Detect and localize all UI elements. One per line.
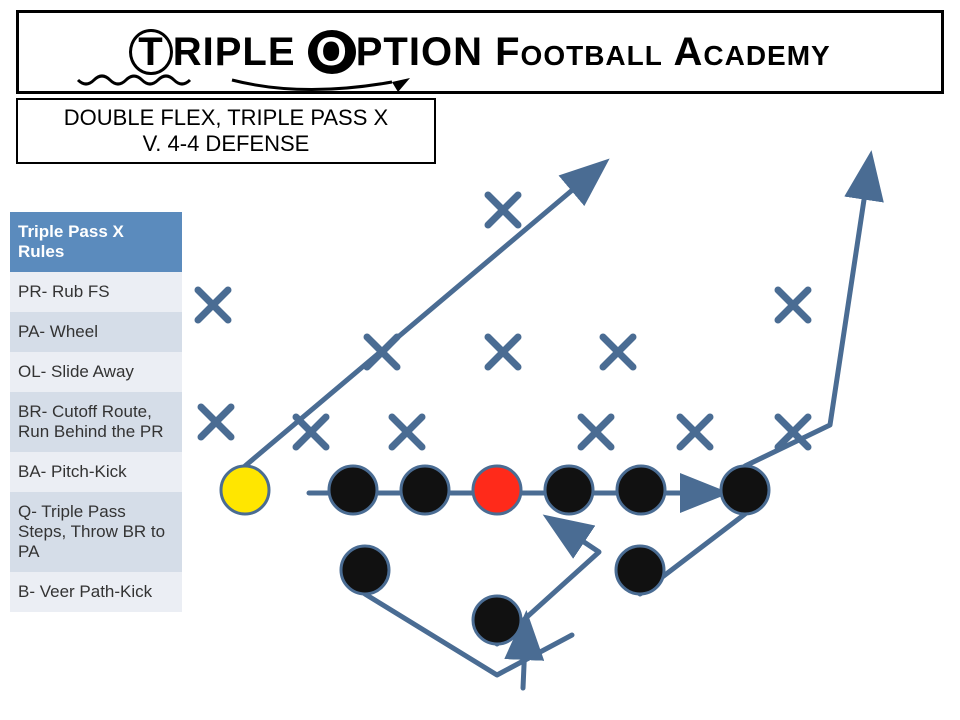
rules-row: BR- Cutoff Route, Run Behind the PR bbox=[10, 392, 182, 452]
defender-x bbox=[198, 290, 228, 320]
route-BA-pitch bbox=[365, 594, 572, 675]
defender-x bbox=[392, 417, 422, 447]
rules-row: PR- Rub FS bbox=[10, 272, 182, 312]
offense-PR-yellow bbox=[221, 466, 269, 514]
header-t-circled: T bbox=[129, 29, 172, 75]
rules-row: PA- Wheel bbox=[10, 312, 182, 352]
defender-x bbox=[488, 337, 518, 367]
offense-center bbox=[473, 466, 521, 514]
header-title: TRIPLE OPTION Football Academy bbox=[129, 29, 830, 75]
defender-x bbox=[680, 417, 710, 447]
route-Q-drop bbox=[523, 620, 526, 688]
route-B-veer bbox=[640, 514, 745, 594]
route-PA-wheel bbox=[745, 160, 870, 466]
rules-body: PR- Rub FSPA- WheelOL- Slide AwayBR- Cut… bbox=[10, 272, 182, 612]
defender-x bbox=[488, 195, 518, 225]
defender-x bbox=[603, 337, 633, 367]
header-word1-rest: RIPLE bbox=[173, 30, 296, 74]
header-word2-rest: PTION bbox=[356, 30, 483, 74]
route-Q-steps bbox=[497, 520, 599, 644]
offense-B bbox=[616, 546, 664, 594]
offense-OL1 bbox=[329, 466, 377, 514]
defender-x bbox=[778, 290, 808, 320]
defender-x bbox=[296, 417, 326, 447]
rules-row: B- Veer Path-Kick bbox=[10, 572, 182, 612]
rules-table: Triple Pass X Rules PR- Rub FSPA- WheelO… bbox=[10, 212, 182, 612]
offense-PA bbox=[721, 466, 769, 514]
header-word4: Academy bbox=[674, 30, 831, 74]
rules-row: OL- Slide Away bbox=[10, 352, 182, 392]
header-o-oval: O bbox=[308, 30, 356, 74]
defender-x bbox=[778, 417, 808, 447]
defender-x bbox=[367, 337, 397, 367]
offense-OL4 bbox=[617, 466, 665, 514]
header-box: TRIPLE OPTION Football Academy bbox=[16, 10, 944, 94]
rules-header: Triple Pass X Rules bbox=[10, 212, 182, 272]
rules-row: BA- Pitch-Kick bbox=[10, 452, 182, 492]
subtitle-line1: DOUBLE FLEX, TRIPLE PASS X bbox=[64, 105, 388, 131]
offense-OL3 bbox=[545, 466, 593, 514]
subtitle-box: DOUBLE FLEX, TRIPLE PASS X V. 4-4 DEFENS… bbox=[16, 98, 436, 164]
offense-Q bbox=[473, 596, 521, 644]
offense-BA bbox=[341, 546, 389, 594]
subtitle-line2: V. 4-4 DEFENSE bbox=[143, 131, 310, 157]
offense-OL2 bbox=[401, 466, 449, 514]
defender-x bbox=[201, 407, 231, 437]
route-PR-rub bbox=[245, 165, 602, 466]
header-word3: Football bbox=[495, 30, 663, 74]
rules-row: Q- Triple Pass Steps, Throw BR to PA bbox=[10, 492, 182, 572]
defender-x bbox=[581, 417, 611, 447]
